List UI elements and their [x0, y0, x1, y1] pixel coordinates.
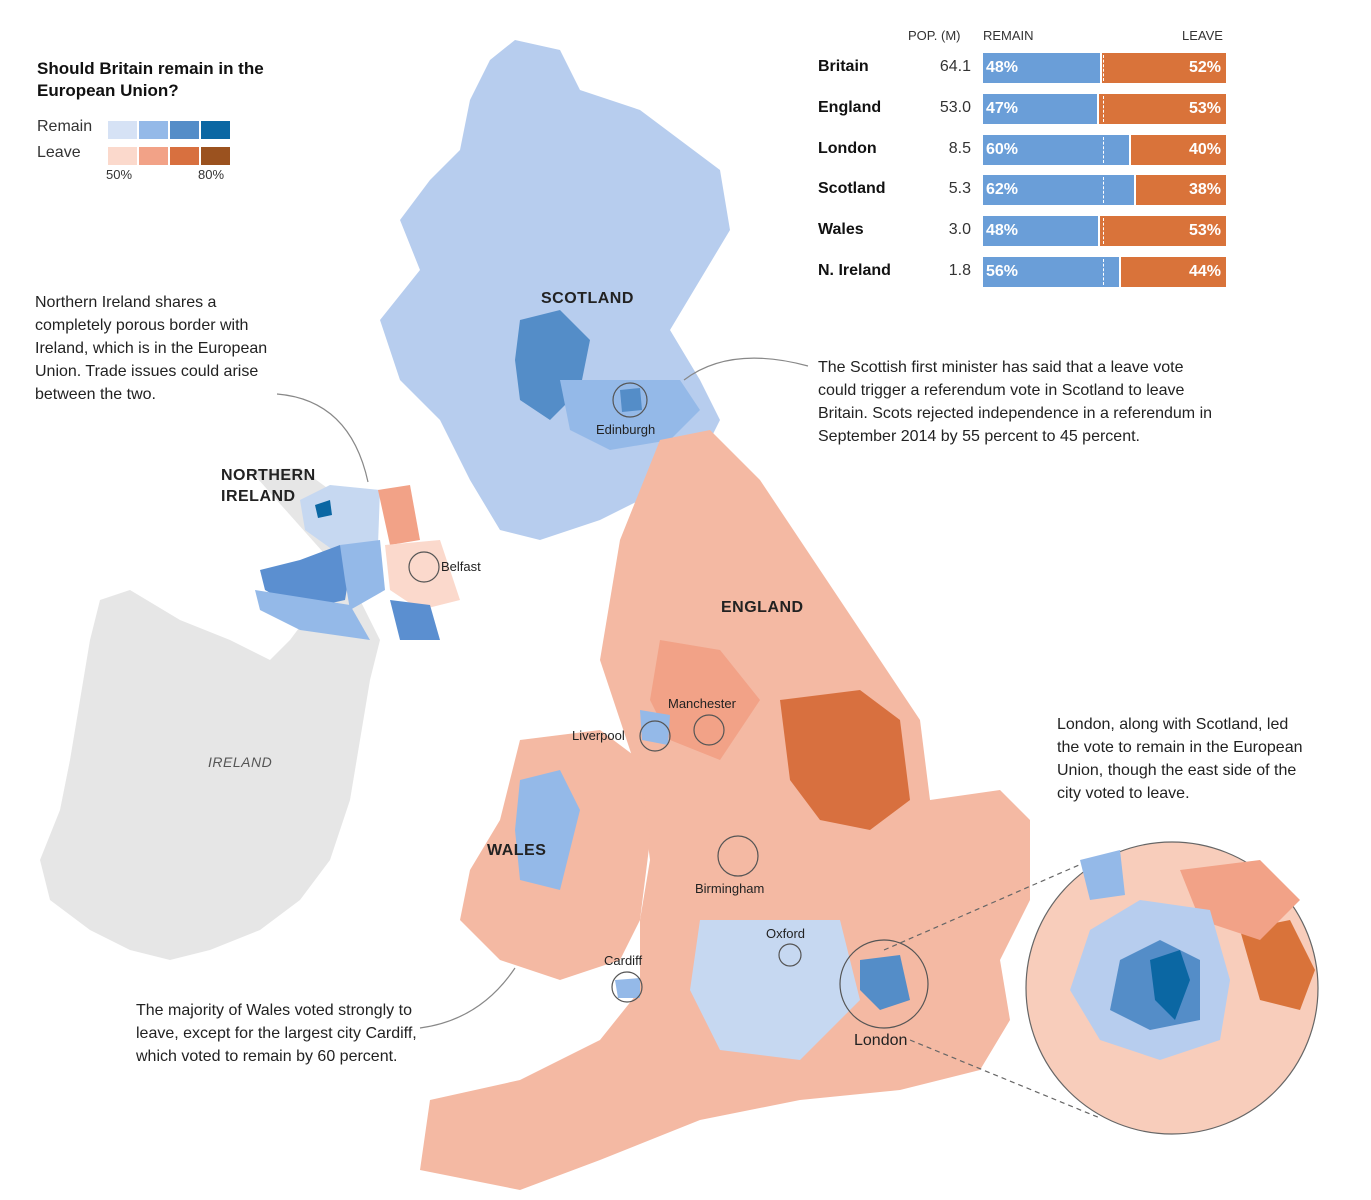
- row-name: England: [818, 99, 882, 116]
- row-name: Scotland: [818, 180, 886, 197]
- legend-swatch: [201, 147, 230, 165]
- england: [420, 430, 1030, 1190]
- legend-swatch: [139, 147, 168, 165]
- legend-tick-high: 80%: [198, 167, 225, 182]
- row-pop: 8.5: [948, 140, 971, 157]
- leave-segment: 52%: [1101, 53, 1226, 83]
- midpoint-line: [1103, 55, 1104, 81]
- wales: [460, 730, 650, 998]
- legend-swatch: [139, 121, 168, 139]
- label-ireland: IRELAND: [208, 754, 273, 770]
- remain-segment: 48%: [983, 216, 1099, 246]
- legend-leave-label: Leave: [37, 144, 81, 161]
- legend-swatch: [108, 147, 137, 165]
- midpoint-line: [1103, 218, 1104, 244]
- remain-segment: 62%: [983, 175, 1134, 205]
- label-northern-ireland-line1: NORTHERN: [221, 467, 316, 484]
- remain-segment: 48%: [983, 53, 1100, 83]
- midpoint-line: [1103, 137, 1104, 163]
- row-pop: 5.3: [948, 180, 971, 197]
- legend-title: Should Britain remain in the European Un…: [37, 59, 264, 100]
- result-bar: 56% 44%: [983, 257, 1226, 287]
- midpoint-line: [1103, 259, 1104, 285]
- legend-swatch: [201, 121, 230, 139]
- remain-segment: 60%: [983, 135, 1129, 165]
- leave-segment: 53%: [1100, 216, 1226, 246]
- city-edinburgh: Edinburgh: [596, 422, 656, 437]
- label-northern-ireland-line2: IRELAND: [221, 488, 296, 505]
- result-bar: 60% 40%: [983, 135, 1226, 165]
- row-pop: 1.8: [948, 262, 971, 279]
- leave-segment: 40%: [1130, 135, 1226, 165]
- result-bar: 48% 53%: [983, 216, 1226, 246]
- row-name: Wales: [818, 221, 864, 238]
- city-belfast: Belfast: [441, 559, 481, 574]
- remain-segment: 56%: [983, 257, 1120, 287]
- row-name: London: [818, 140, 877, 157]
- row-pop: 64.1: [939, 58, 971, 75]
- table-row: London 8.5 60% 40%: [818, 135, 1228, 165]
- city-manchester: Manchester: [668, 696, 736, 711]
- legend-swatch: [108, 121, 137, 139]
- midpoint-line: [1103, 96, 1104, 122]
- table-row: Britain 64.1 48% 52%: [818, 53, 1228, 83]
- leave-segment: 38%: [1135, 175, 1226, 205]
- remain-segment: 47%: [983, 94, 1098, 124]
- city-liverpool: Liverpool: [572, 728, 625, 743]
- annotation-london: London, along with Scotland, led the vot…: [1057, 716, 1303, 802]
- ireland-landmass: [40, 468, 380, 960]
- result-bar: 48% 52%: [983, 53, 1226, 83]
- table-header-pop: POP. (M): [908, 28, 961, 43]
- annotation-northern-ireland: Northern Ireland shares a completely por…: [35, 294, 268, 403]
- legend-remain-label: Remain: [37, 118, 93, 135]
- city-london: London: [854, 1032, 908, 1049]
- city-oxford: Oxford: [766, 926, 806, 941]
- table-row: Scotland 5.3 62% 38%: [818, 175, 1228, 205]
- london-zoom-connectors: [883, 857, 1101, 1119]
- table-row: England 53.0 47% 53%: [818, 94, 1228, 124]
- table-row: N. Ireland 1.8 56% 44%: [818, 257, 1228, 287]
- city-birmingham: Birmingham: [695, 881, 765, 896]
- annotation-leaders: [276, 357, 809, 1029]
- annotation-scotland: The Scottish first minister has said tha…: [818, 359, 1213, 445]
- row-pop: 3.0: [948, 221, 971, 238]
- legend-remain-swatches: [108, 121, 230, 139]
- midpoint-line: [1103, 177, 1104, 203]
- london-inset: [1025, 841, 1319, 1135]
- row-name: N. Ireland: [818, 262, 891, 279]
- legend-swatch: [170, 147, 199, 165]
- city-cardiff: Cardiff: [604, 953, 643, 968]
- legend-leave-swatches: [108, 147, 230, 165]
- scotland: [380, 40, 730, 540]
- northern-ireland: [255, 485, 460, 640]
- city-markers: [408, 382, 929, 1029]
- row-pop: 53.0: [939, 99, 971, 116]
- table-row: Wales 3.0 48% 53%: [818, 216, 1228, 246]
- table-header-leave: LEAVE: [1182, 28, 1223, 43]
- label-england: ENGLAND: [721, 599, 804, 616]
- result-bar: 47% 53%: [983, 94, 1226, 124]
- legend-swatch: [170, 121, 199, 139]
- leave-segment: 53%: [1099, 94, 1226, 124]
- row-name: Britain: [818, 58, 869, 75]
- label-scotland: SCOTLAND: [541, 290, 634, 307]
- label-wales: WALES: [487, 842, 547, 859]
- leave-segment: 44%: [1121, 257, 1226, 287]
- table-header-remain: REMAIN: [983, 28, 1034, 43]
- result-bar: 62% 38%: [983, 175, 1226, 205]
- legend-tick-low: 50%: [106, 167, 133, 182]
- annotation-wales: The majority of Wales voted strongly to …: [136, 1002, 417, 1065]
